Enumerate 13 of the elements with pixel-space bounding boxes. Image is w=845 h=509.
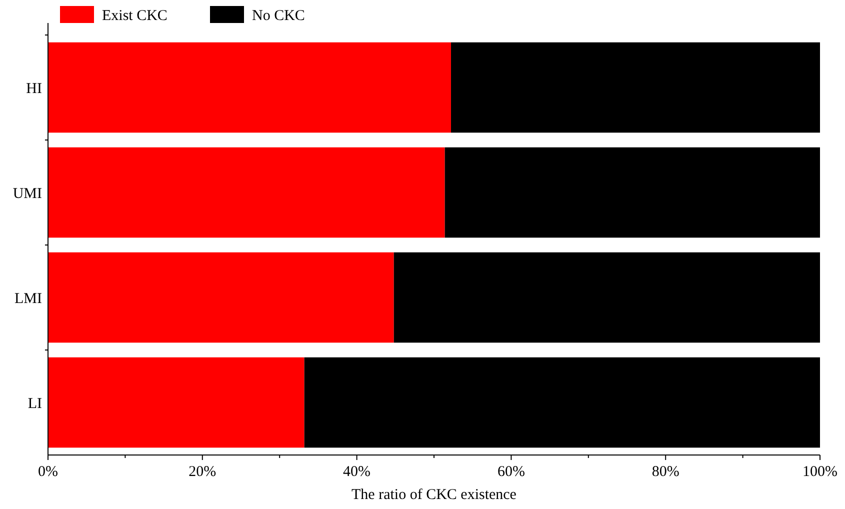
y-tick-label: HI (26, 80, 42, 97)
x-axis-title: The ratio of CKC existence (352, 487, 517, 503)
x-tick-label: 40% (343, 464, 371, 480)
y-tick-label: LMI (14, 290, 42, 307)
legend-label: Exist CKC (102, 8, 168, 24)
x-tick-label: 60% (497, 464, 525, 480)
x-tick-label: 20% (188, 464, 216, 480)
x-tick-label: 80% (652, 464, 680, 480)
y-tick-label: UMI (12, 186, 42, 202)
x-tick-label: 100% (802, 464, 838, 480)
legend-label: No CKC (252, 8, 305, 24)
y-tick-label: LI (28, 396, 42, 412)
x-tick-label: 0% (38, 464, 58, 480)
